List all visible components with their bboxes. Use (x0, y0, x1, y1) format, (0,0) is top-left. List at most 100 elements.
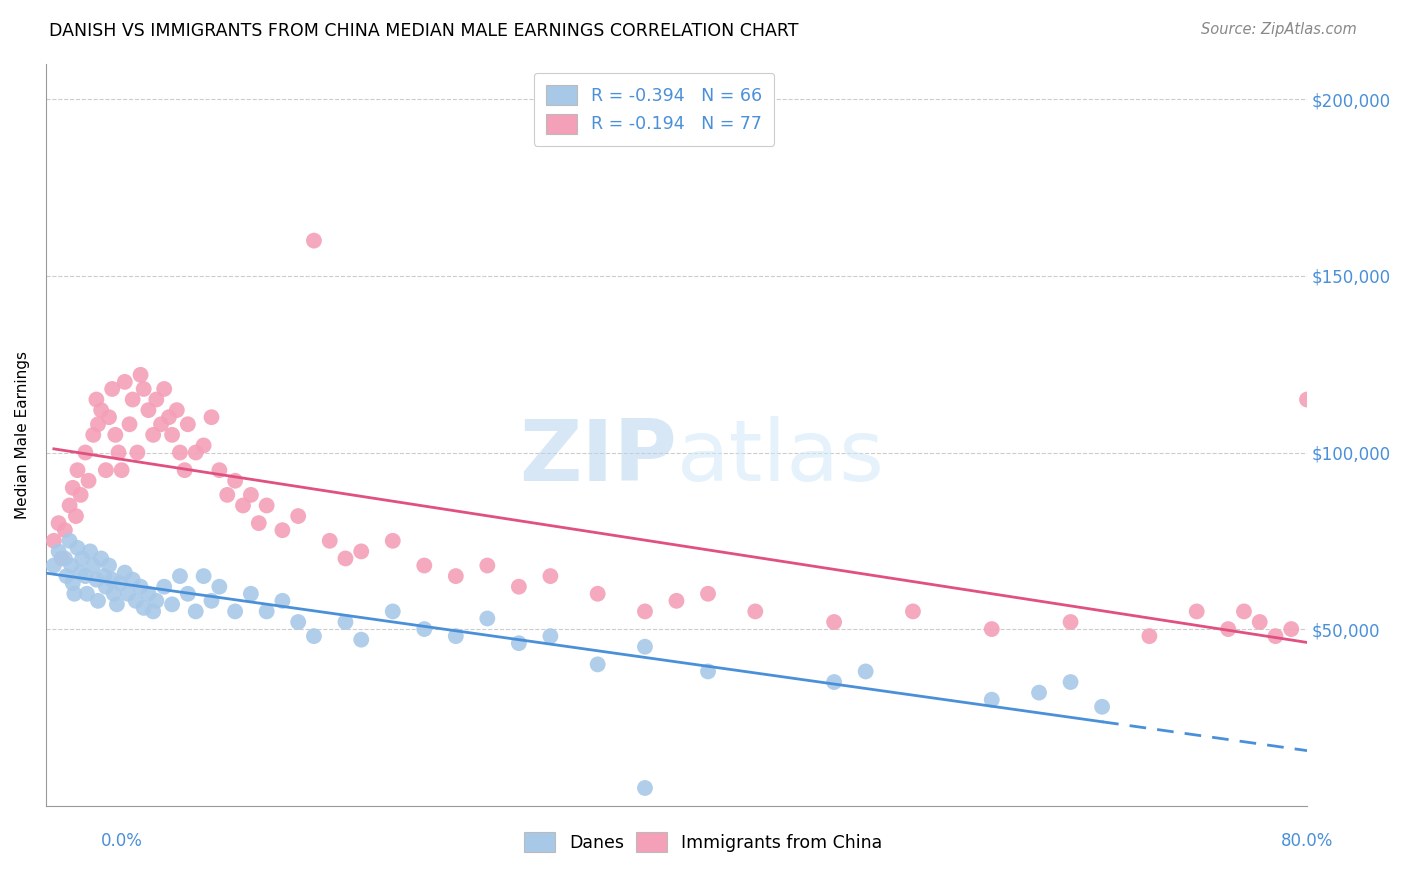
Point (145, 594, 167, 608)
Point (173, 463, 195, 477)
Text: DANISH VS IMMIGRANTS FROM CHINA MEDIAN MALE EARNINGS CORRELATION CHART: DANISH VS IMMIGRANTS FROM CHINA MEDIAN M… (49, 22, 799, 40)
Point (508, 580, 530, 594)
Point (477, 558, 499, 573)
Point (1264, 629, 1286, 643)
Point (1137, 629, 1160, 643)
Point (444, 629, 467, 643)
Point (75, 569, 97, 583)
Text: ZIP: ZIP (519, 416, 676, 499)
Point (1296, 392, 1319, 407)
Point (86, 573, 108, 587)
Point (103, 587, 125, 601)
Point (42, 558, 65, 573)
Point (129, 580, 152, 594)
Point (350, 544, 373, 558)
Point (87, 594, 110, 608)
Point (94, 463, 117, 477)
Point (60, 558, 83, 573)
Point (114, 375, 136, 389)
Point (153, 580, 176, 594)
Point (413, 558, 436, 573)
Point (744, 604, 766, 618)
Point (1218, 622, 1240, 636)
Point (75, 445, 97, 459)
Point (634, 780, 657, 795)
Point (108, 576, 131, 591)
Point (53, 523, 76, 537)
Point (538, 629, 561, 643)
Point (697, 587, 720, 601)
Text: atlas: atlas (676, 416, 884, 499)
Point (132, 382, 155, 396)
Point (224, 474, 246, 488)
Point (1091, 699, 1114, 714)
Point (208, 463, 231, 477)
Point (1028, 685, 1050, 699)
Point (177, 587, 200, 601)
Point (239, 587, 262, 601)
Point (42, 533, 65, 548)
Point (107, 445, 129, 459)
Point (121, 573, 143, 587)
Point (62, 481, 84, 495)
Point (62, 576, 84, 591)
Point (70, 551, 93, 566)
Point (169, 569, 191, 583)
Point (1233, 604, 1256, 618)
Point (980, 692, 1002, 706)
Point (82, 558, 104, 573)
Point (51, 551, 73, 566)
Point (66, 541, 89, 555)
Point (63, 587, 86, 601)
Point (48, 516, 70, 530)
Point (1279, 622, 1302, 636)
Point (153, 382, 176, 396)
Point (169, 445, 191, 459)
Point (224, 604, 246, 618)
Point (125, 594, 148, 608)
Point (98, 410, 121, 425)
Point (138, 403, 160, 417)
Point (256, 499, 278, 513)
Point (66, 463, 89, 477)
Point (1185, 604, 1208, 618)
Point (59, 499, 82, 513)
Point (200, 594, 222, 608)
Point (208, 580, 231, 594)
Point (69, 566, 91, 580)
Point (127, 445, 149, 459)
Point (1059, 675, 1081, 690)
Point (79, 544, 101, 558)
Point (94, 580, 117, 594)
Point (287, 509, 309, 524)
Point (217, 488, 239, 502)
Point (111, 463, 134, 477)
Point (381, 604, 404, 618)
Point (247, 516, 270, 530)
Point (1249, 615, 1271, 629)
Point (318, 533, 340, 548)
Point (232, 499, 254, 513)
Point (166, 403, 188, 417)
Point (538, 569, 561, 583)
Point (59, 533, 82, 548)
Point (55, 569, 77, 583)
Point (65, 509, 87, 524)
Point (117, 587, 139, 601)
Point (82, 428, 104, 442)
Point (160, 428, 183, 442)
Point (53, 551, 76, 566)
Legend: Danes, Immigrants from China: Danes, Immigrants from China (515, 823, 891, 861)
Legend: R = -0.394   N = 66, R = -0.194   N = 77: R = -0.394 N = 66, R = -0.194 N = 77 (534, 73, 775, 145)
Point (477, 611, 499, 625)
Point (132, 600, 155, 615)
Point (157, 410, 180, 425)
Point (586, 587, 609, 601)
Point (129, 368, 152, 382)
Point (87, 417, 110, 432)
Point (823, 615, 845, 629)
Text: 80.0%: 80.0% (1281, 832, 1333, 850)
Point (90, 551, 112, 566)
Point (160, 598, 183, 612)
Point (239, 488, 262, 502)
